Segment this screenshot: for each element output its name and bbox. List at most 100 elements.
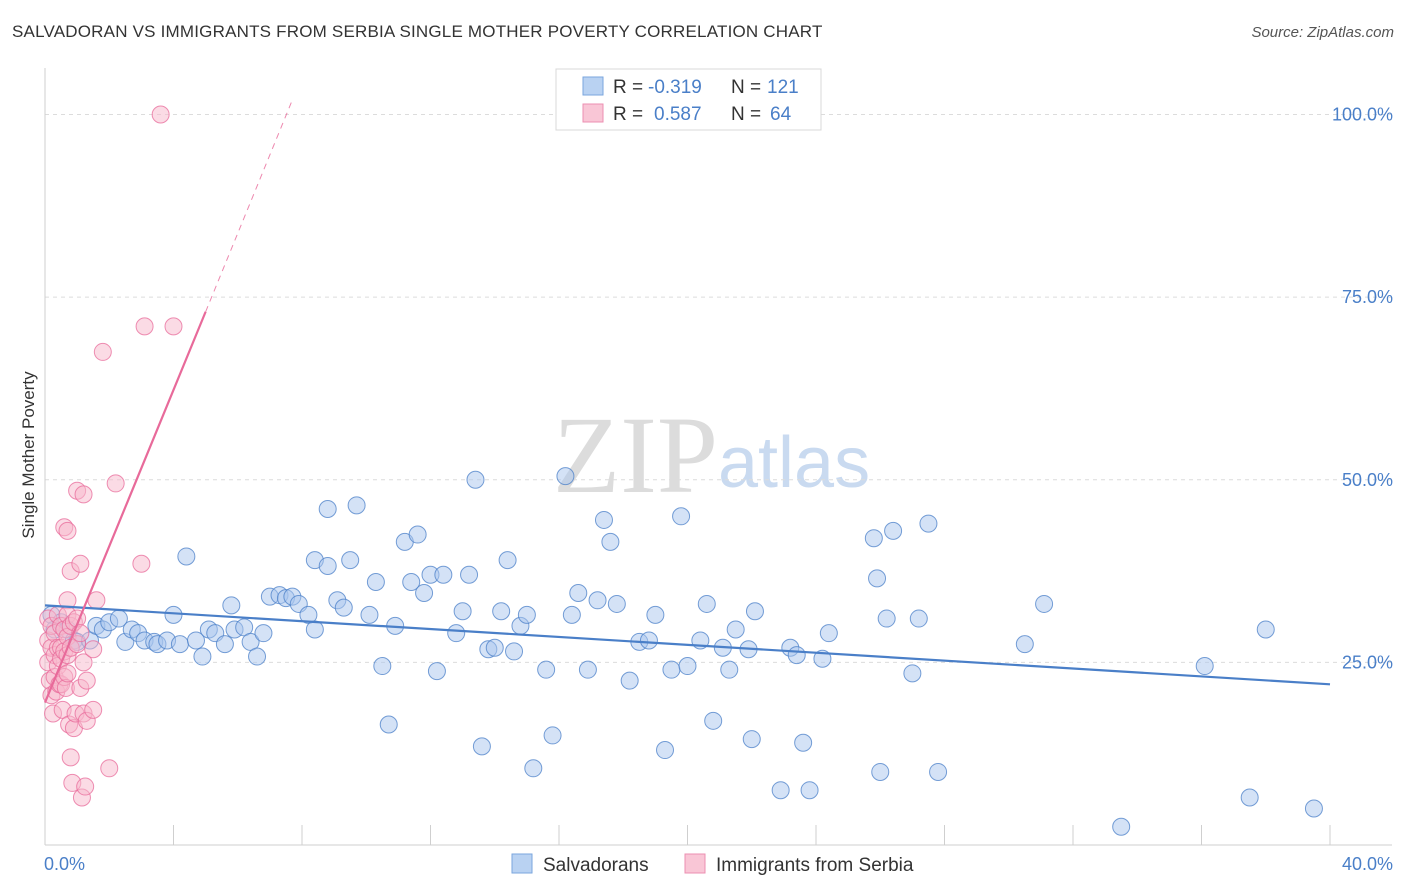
point-0-41 <box>318 556 337 575</box>
point-0-76 <box>578 660 597 679</box>
point-0-19 <box>170 635 189 654</box>
point-1-54 <box>84 700 103 719</box>
point-0-20 <box>177 547 196 566</box>
point-0-71 <box>537 660 556 679</box>
point-0-97 <box>745 602 764 621</box>
point-0-111 <box>909 609 928 628</box>
legend-bottom-label-salvadorans: Salvadorans <box>543 855 649 876</box>
point-0-61 <box>466 470 485 489</box>
point-1-59 <box>106 474 125 493</box>
point-0-101 <box>794 733 813 752</box>
point-0-107 <box>871 762 890 781</box>
point-0-114 <box>1015 635 1034 654</box>
point-0-87 <box>672 507 691 526</box>
legend-r-label-0: R = <box>613 77 643 98</box>
source-label: Source: ZipAtlas.com <box>1251 24 1394 41</box>
point-1-63 <box>151 105 170 124</box>
legend-bottom-swatch-serbia <box>684 853 706 874</box>
point-0-43 <box>334 598 353 617</box>
point-1-48 <box>74 485 93 504</box>
point-0-48 <box>373 657 392 676</box>
point-1-36 <box>61 748 80 767</box>
series-salvadorans-points <box>42 467 1323 836</box>
point-0-109 <box>884 521 903 540</box>
point-1-55 <box>84 640 103 659</box>
point-0-62 <box>472 737 491 756</box>
point-0-90 <box>697 594 716 613</box>
point-0-26 <box>222 596 241 615</box>
point-0-59 <box>453 602 472 621</box>
legend-bottom-swatch-salvadorans <box>511 853 533 874</box>
y-tick-label-1: 50.0% <box>1342 470 1393 490</box>
point-0-65 <box>492 602 511 621</box>
point-0-74 <box>562 605 581 624</box>
point-0-53 <box>408 525 427 544</box>
x-tick-labels: 0.0% 40.0% <box>44 854 1393 874</box>
point-0-100 <box>787 646 806 665</box>
point-1-61 <box>135 317 154 336</box>
point-0-115 <box>1035 594 1054 613</box>
point-0-94 <box>726 620 745 639</box>
series-serbia-points <box>39 105 183 807</box>
point-0-21 <box>186 631 205 650</box>
point-0-83 <box>639 631 658 650</box>
point-0-102 <box>800 781 819 800</box>
point-0-22 <box>193 647 212 666</box>
point-0-105 <box>864 529 883 548</box>
x-tick-label-0: 0.0% <box>44 854 85 874</box>
point-1-49 <box>74 653 93 672</box>
point-0-72 <box>543 726 562 745</box>
legend-swatch-serbia <box>582 103 604 123</box>
point-1-53 <box>77 671 96 690</box>
point-0-58 <box>447 624 466 643</box>
point-0-120 <box>1304 799 1323 818</box>
point-0-91 <box>704 711 723 730</box>
point-0-60 <box>460 565 479 584</box>
point-0-77 <box>588 591 607 610</box>
y-tick-label-0: 25.0% <box>1342 652 1393 672</box>
point-1-31 <box>58 664 77 683</box>
point-0-73 <box>556 467 575 486</box>
point-0-38 <box>305 620 324 639</box>
trend-lines <box>43 99 1331 703</box>
point-0-104 <box>819 624 838 643</box>
point-0-81 <box>620 671 639 690</box>
y-tick-labels: 25.0% 50.0% 75.0% 100.0% <box>1332 105 1393 673</box>
point-1-51 <box>76 777 95 796</box>
point-0-75 <box>569 583 588 602</box>
point-0-57 <box>434 565 453 584</box>
point-0-69 <box>517 605 536 624</box>
point-0-70 <box>524 759 543 778</box>
legend-n-value-1: 64 <box>770 104 792 125</box>
point-0-52 <box>402 573 421 592</box>
point-0-110 <box>903 664 922 683</box>
point-0-79 <box>601 532 620 551</box>
chart-title: SALVADORAN VS IMMIGRANTS FROM SERBIA SIN… <box>12 22 823 41</box>
point-0-66 <box>498 551 517 570</box>
y-axis-title: Single Mother Poverty <box>19 371 38 539</box>
trend-line-extension-1 <box>205 99 293 312</box>
point-0-49 <box>379 715 398 734</box>
point-0-93 <box>720 660 739 679</box>
point-1-44 <box>71 554 90 573</box>
legend-bottom-label-serbia: Immigrants from Serbia <box>716 855 914 876</box>
point-0-30 <box>248 647 267 666</box>
point-0-108 <box>877 609 896 628</box>
point-0-80 <box>607 594 626 613</box>
legend-n-value-0: 121 <box>767 77 799 98</box>
point-0-98 <box>771 781 790 800</box>
point-0-85 <box>656 741 675 760</box>
legend-n-label-0: N = <box>731 77 761 98</box>
point-0-18 <box>164 605 183 624</box>
trend-line-0 <box>44 604 1331 686</box>
point-0-64 <box>485 638 504 657</box>
point-0-44 <box>341 551 360 570</box>
point-0-45 <box>347 496 366 515</box>
x-tick-label-1: 40.0% <box>1342 854 1393 874</box>
y-tick-label-2: 75.0% <box>1342 287 1393 307</box>
point-0-96 <box>742 730 761 749</box>
point-1-62 <box>164 317 183 336</box>
grid-lines <box>45 114 1392 663</box>
point-0-46 <box>360 605 379 624</box>
